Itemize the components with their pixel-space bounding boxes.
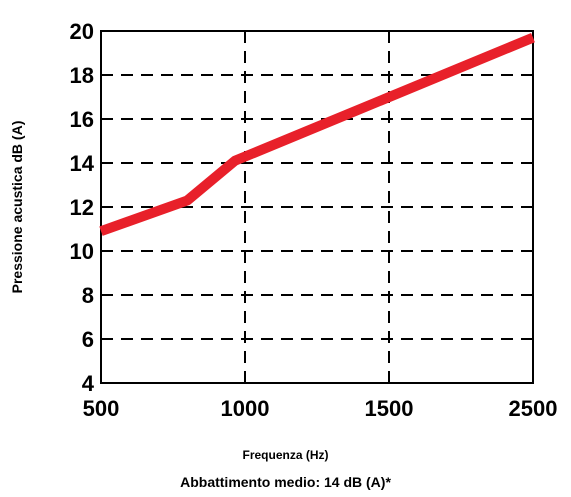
x-tick-label-1: 1000 (221, 396, 270, 421)
x-tick-label-2: 1500 (365, 396, 414, 421)
x-axis-label: Frequenza (Hz) (242, 448, 329, 462)
y-tick-label-4: 12 (70, 195, 94, 220)
y-axis-label: Pressione acustica dB (A) (9, 121, 25, 294)
y-tick-label-7: 18 (70, 63, 94, 88)
y-tick-labels: 4 6 8 10 12 14 16 18 20 (70, 19, 95, 396)
x-tick-label-3: 2500 (509, 396, 558, 421)
y-tick-label-8: 20 (70, 19, 94, 44)
y-tick-label-2: 8 (82, 283, 94, 308)
y-tick-label-1: 6 (82, 327, 94, 352)
y-tick-label-5: 14 (70, 151, 95, 176)
chart-caption: Abbattimento medio: 14 dB (A)* (180, 474, 391, 490)
x-tick-labels: 500 1000 1500 2500 (83, 396, 558, 421)
plot-frame (100, 30, 534, 384)
y-tick-label-3: 10 (70, 239, 94, 264)
y-tick-label-0: 4 (82, 371, 95, 396)
series-line-0 (99, 32, 535, 236)
x-tick-label-0: 500 (83, 396, 120, 421)
series (99, 32, 535, 236)
y-tick-label-6: 16 (70, 107, 94, 132)
